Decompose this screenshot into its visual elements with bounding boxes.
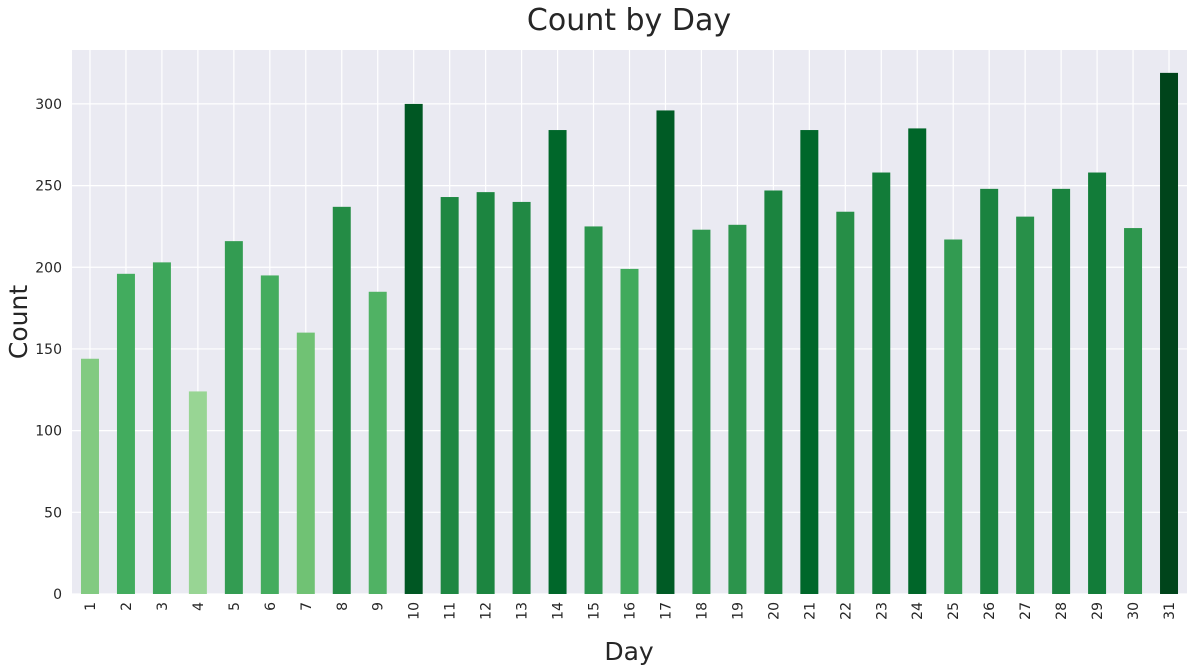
x-tick-label: 12 xyxy=(479,602,495,620)
bar-day-4 xyxy=(188,391,207,594)
x-tick-label: 7 xyxy=(299,602,315,611)
x-tick-label: 11 xyxy=(443,602,459,620)
bar-day-7 xyxy=(296,332,315,594)
x-tick-label: 14 xyxy=(551,602,567,620)
x-tick-label: 13 xyxy=(515,602,531,620)
bar-day-11 xyxy=(440,197,459,594)
bar-day-30 xyxy=(1124,228,1143,594)
bar-day-10 xyxy=(404,103,423,594)
x-tick-label: 22 xyxy=(838,602,854,620)
bar-day-28 xyxy=(1052,188,1071,594)
x-tick-label: 27 xyxy=(1018,602,1034,620)
bar-day-19 xyxy=(728,224,747,594)
bar-day-2 xyxy=(116,273,135,594)
x-tick-label: 5 xyxy=(227,602,243,611)
x-tick-label: 17 xyxy=(658,602,674,620)
bar-day-18 xyxy=(692,229,711,594)
bar-day-8 xyxy=(332,206,351,594)
bar-day-12 xyxy=(476,192,495,594)
x-tick-label: 20 xyxy=(766,602,782,620)
x-tick-label: 31 xyxy=(1162,602,1178,620)
x-tick-label: 19 xyxy=(730,602,746,620)
chart-title: Count by Day xyxy=(527,3,731,38)
bar-day-20 xyxy=(764,190,783,594)
x-tick-label: 16 xyxy=(623,602,639,620)
bar-day-13 xyxy=(512,201,531,595)
bar-day-5 xyxy=(224,241,243,594)
y-tick-labels: 0 50 100 150 200 250 300 xyxy=(35,97,62,603)
bar-day-15 xyxy=(584,226,603,594)
x-tick-label: 2 xyxy=(119,602,135,611)
bar-day-23 xyxy=(872,172,891,594)
bar-day-24 xyxy=(908,128,927,594)
y-tick-label: 200 xyxy=(35,260,62,276)
y-tick-label: 100 xyxy=(35,424,62,440)
x-tick-label: 10 xyxy=(407,602,423,620)
bar-day-26 xyxy=(980,188,999,594)
x-tick-label: 23 xyxy=(874,602,890,620)
bars xyxy=(80,72,1179,595)
x-tick-label: 3 xyxy=(155,602,171,611)
x-tick-label: 30 xyxy=(1126,602,1142,620)
x-axis-label: Day xyxy=(604,637,654,666)
y-axis-label: Count xyxy=(4,285,33,359)
x-tick-label: 21 xyxy=(802,602,818,620)
y-tick-label: 50 xyxy=(44,505,62,521)
bar-day-6 xyxy=(260,275,279,594)
x-tick-label: 28 xyxy=(1054,602,1070,620)
bar-day-17 xyxy=(656,110,675,594)
bar-day-25 xyxy=(944,239,963,594)
bar-day-3 xyxy=(152,262,171,594)
bar-day-9 xyxy=(368,291,387,594)
bar-day-14 xyxy=(548,130,567,595)
x-tick-label: 4 xyxy=(191,602,207,611)
y-tick-label: 250 xyxy=(35,179,62,195)
x-tick-label: 1 xyxy=(83,602,99,611)
bar-day-1 xyxy=(80,358,99,594)
y-tick-label: 150 xyxy=(35,342,62,358)
x-tick-label: 24 xyxy=(910,602,926,620)
bar-day-16 xyxy=(620,268,639,594)
bar-day-31 xyxy=(1160,72,1179,595)
x-tick-labels: 1 2 3 4 5 6 7 8 9 10 11 12 13 14 15 16 17 18 19 20 21 22 23 24 2… xyxy=(83,602,1178,620)
y-tick-label: 0 xyxy=(53,587,62,603)
x-tick-label: 25 xyxy=(946,602,962,620)
y-tick-label: 300 xyxy=(35,97,62,113)
bar-day-21 xyxy=(800,130,819,595)
bar-day-22 xyxy=(836,211,855,594)
x-tick-label: 6 xyxy=(263,602,279,611)
x-tick-label: 18 xyxy=(694,602,710,620)
x-tick-label: 26 xyxy=(982,602,998,620)
x-tick-label: 9 xyxy=(371,602,387,611)
x-tick-label: 29 xyxy=(1090,602,1106,620)
bar-day-29 xyxy=(1088,172,1107,594)
x-tick-label: 15 xyxy=(587,602,603,620)
bar-day-27 xyxy=(1016,216,1035,595)
x-tick-label: 8 xyxy=(335,602,351,611)
